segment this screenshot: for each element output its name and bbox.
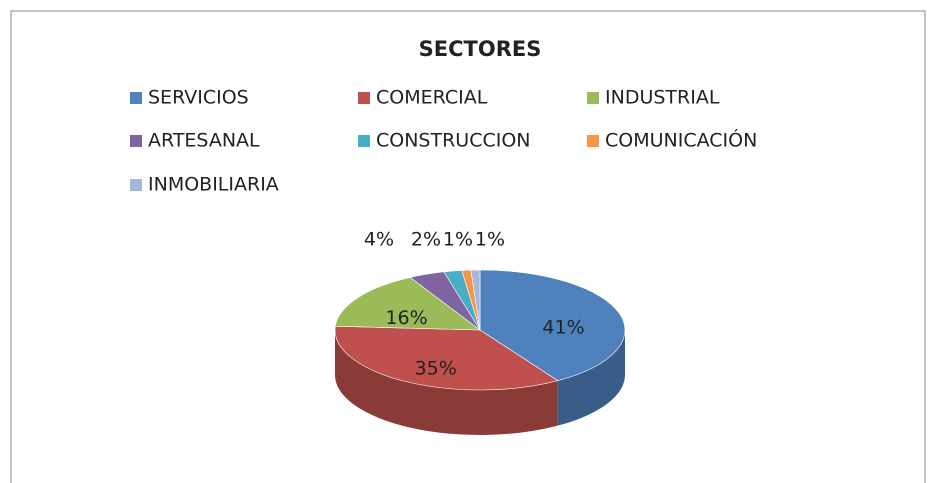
data-label: 35%: [415, 357, 457, 379]
legend-label: INDUSTRIAL: [605, 87, 720, 109]
data-label: 1%: [443, 229, 473, 251]
legend-label: ARTESANAL: [148, 130, 260, 152]
legend-label: COMUNICACIÓN: [605, 128, 757, 152]
legend-label: INMOBILIARIA: [148, 174, 279, 196]
pie-side: [557, 330, 625, 426]
legend-swatch: [130, 179, 142, 191]
pie-slice: [334, 325, 559, 391]
legend-swatch: [130, 135, 142, 147]
data-label: 2%: [411, 229, 441, 251]
legend-swatch: [587, 92, 599, 104]
pie-slice: [470, 269, 481, 331]
legend-swatch: [358, 92, 370, 104]
data-label: 16%: [385, 307, 427, 329]
legend-label: SERVICIOS: [148, 87, 249, 109]
data-label: 1%: [475, 229, 505, 251]
data-label: 4%: [364, 229, 394, 251]
legend-swatch: [130, 92, 142, 104]
legend-swatch: [358, 135, 370, 147]
chart-title: SECTORES: [419, 37, 542, 61]
data-label: 41%: [542, 316, 584, 338]
pie-slice: [334, 277, 481, 331]
legend-label: COMERCIAL: [376, 87, 488, 109]
legend-swatch: [587, 135, 599, 147]
pie-side: [335, 330, 558, 435]
legend-label: CONSTRUCCION: [376, 130, 531, 152]
pie-slice: [479, 269, 626, 381]
